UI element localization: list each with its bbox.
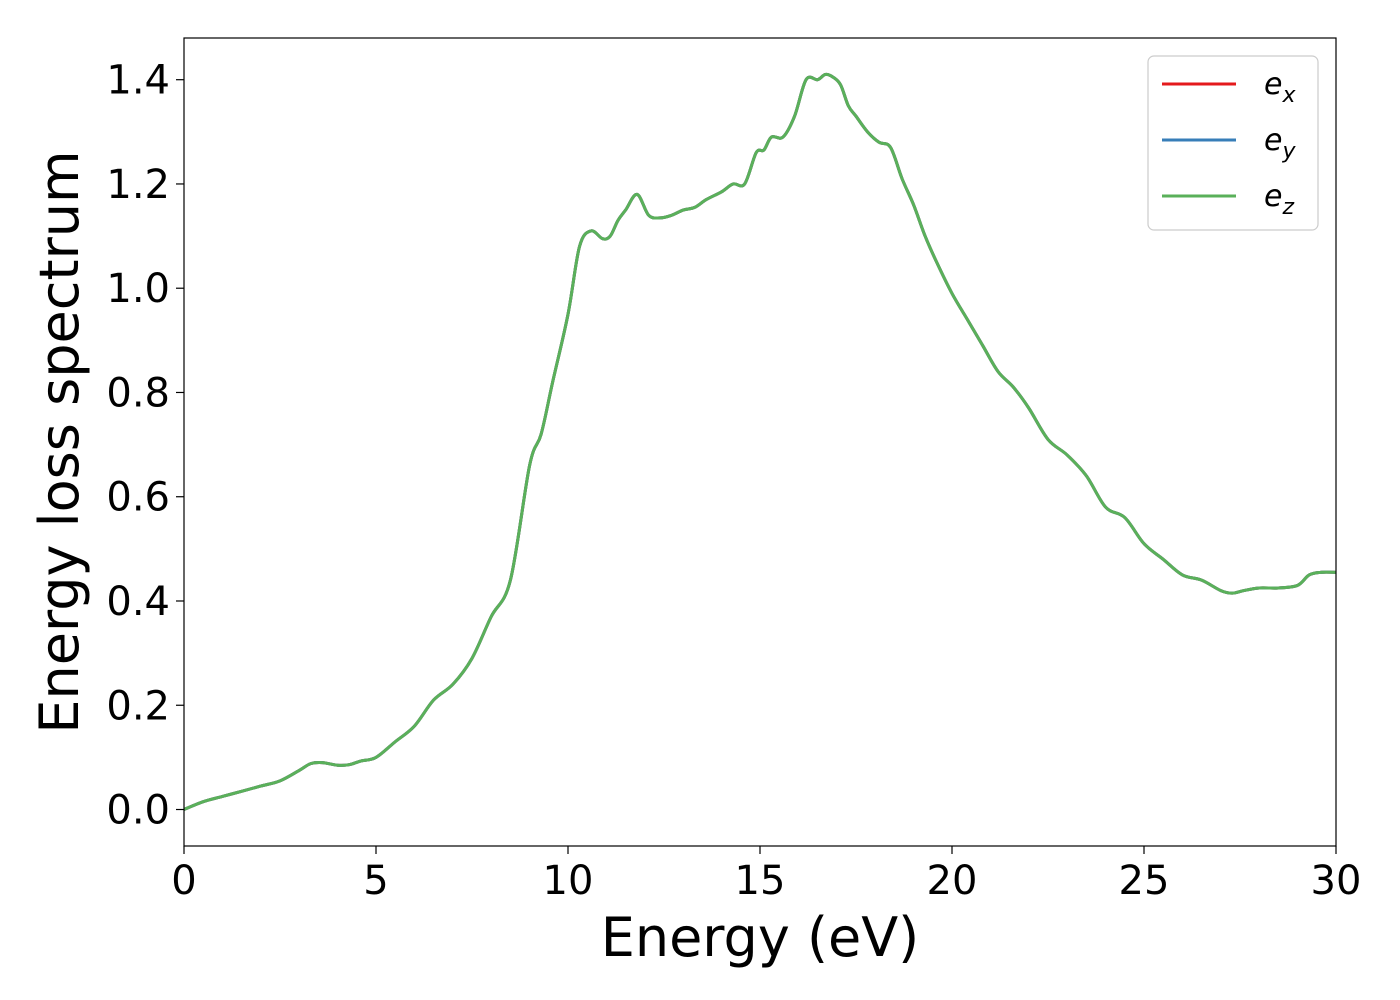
series-line-ez	[184, 72, 1336, 811]
y-tick-label: 0.4	[106, 579, 170, 625]
y-tick-label: 0.8	[106, 370, 170, 416]
x-axis-ticks: 0 5 10 15 20 25 30	[171, 846, 1361, 904]
x-tick-label: 0	[171, 858, 196, 904]
y-tick-label: 1.2	[106, 162, 170, 208]
y-tick-label: 0.2	[106, 683, 170, 729]
x-tick-label: 20	[927, 858, 978, 904]
x-tick-label: 30	[1311, 858, 1362, 904]
y-axis-label: Energy loss spectrum	[28, 150, 91, 733]
x-tick-label: 15	[735, 858, 786, 904]
x-tick-label: 25	[1119, 858, 1170, 904]
legend-box	[1147, 55, 1319, 231]
y-tick-label: 1.0	[106, 266, 170, 312]
x-tick-label: 5	[363, 858, 388, 904]
y-tick-label: 0.6	[106, 475, 170, 521]
x-axis-label: Energy (eV)	[601, 906, 920, 969]
y-tick-label: 1.4	[106, 58, 170, 104]
y-tick-label: 0.0	[106, 788, 170, 834]
legend: ex ey ez	[1147, 55, 1319, 231]
x-tick-label: 10	[543, 858, 594, 904]
legend-label-ey: ey	[1264, 123, 1296, 164]
y-axis-ticks: 0.0 0.2 0.4 0.6 0.8 1.0 1.2 1.4	[106, 58, 184, 834]
legend-label-ex: ex	[1264, 67, 1296, 108]
legend-label-ez: ez	[1264, 179, 1294, 220]
